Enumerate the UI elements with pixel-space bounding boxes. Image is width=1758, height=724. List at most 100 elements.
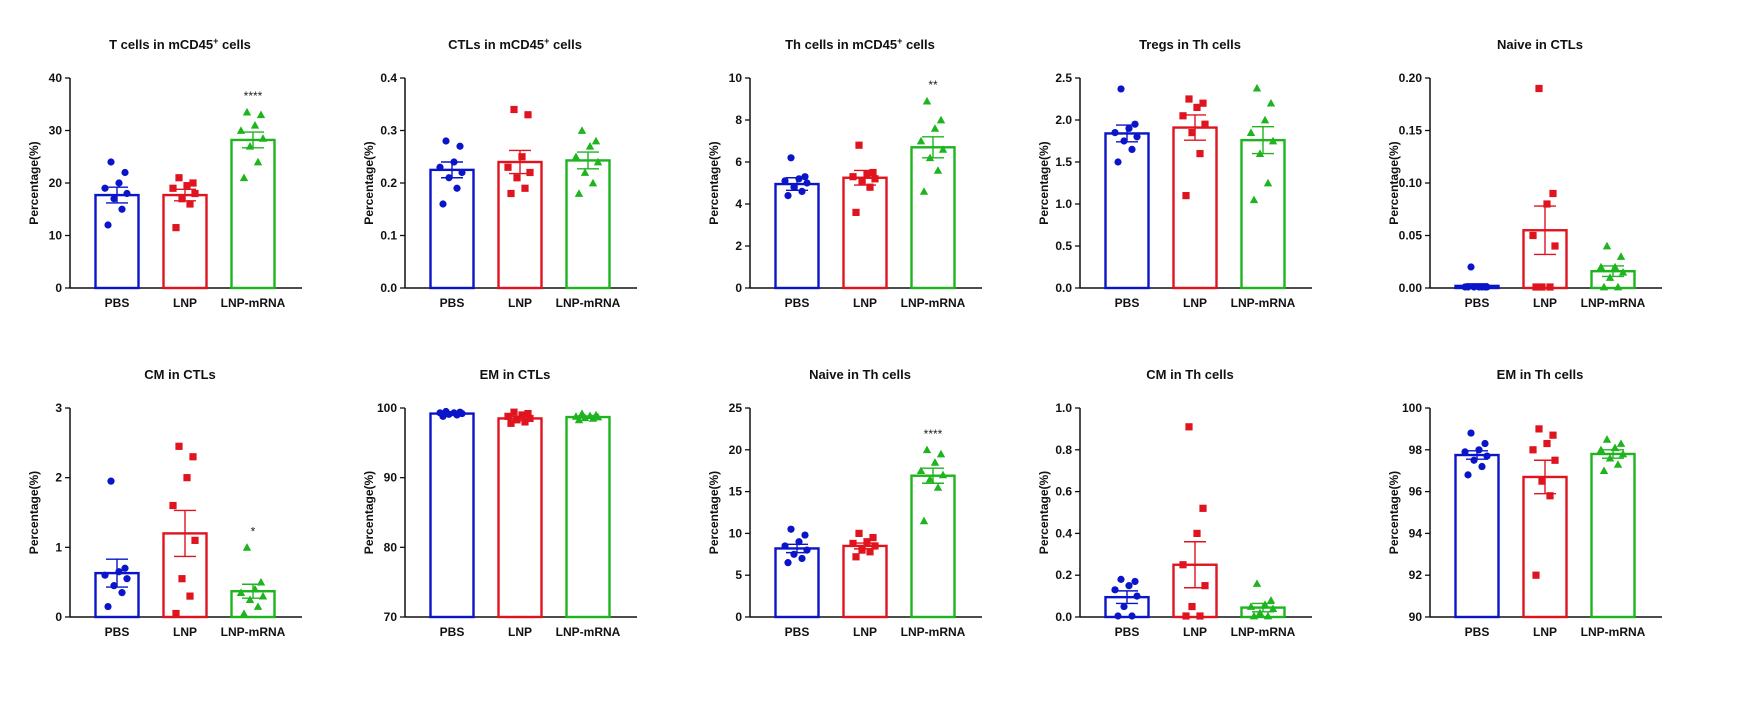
data-point (801, 531, 809, 539)
data-point (1596, 445, 1606, 454)
data-point (585, 411, 595, 420)
data-point (1596, 262, 1606, 271)
y-tick-label: 6 (735, 155, 742, 169)
data-point (1199, 99, 1207, 107)
y-tick-label: 0.0 (380, 281, 397, 295)
bar-pbs (94, 193, 140, 290)
x-category-label: LNP-mRNA (556, 625, 621, 639)
x-category-label: LNP-mRNA (221, 625, 286, 639)
data-point (781, 177, 789, 185)
data-point (456, 142, 464, 150)
data-point (236, 588, 246, 596)
data-point (242, 107, 252, 116)
y-tick-label: 0.2 (1055, 568, 1072, 582)
data-point (1185, 423, 1193, 431)
data-point (1532, 571, 1540, 579)
bar-lnp (842, 176, 888, 290)
data-point (1111, 129, 1119, 137)
data-point (1199, 504, 1207, 512)
y-tick-label: 1.0 (1055, 401, 1072, 415)
y-tick-label: 0.4 (380, 71, 397, 85)
y-tick-label: 0 (735, 610, 742, 624)
data-point (588, 178, 598, 187)
bar-pbs (774, 547, 820, 619)
data-point (526, 414, 534, 423)
y-axis-label: Percentage(%) (362, 471, 376, 554)
y-tick-label: 0.15 (1399, 124, 1423, 138)
y-tick-label: 0.4 (1055, 526, 1072, 540)
x-category-label: PBS (785, 625, 810, 639)
y-tick-label: 20 (729, 443, 743, 457)
data-point (1618, 449, 1628, 458)
data-point (110, 195, 118, 203)
bar-lnp (497, 417, 543, 619)
data-point (1252, 83, 1262, 92)
data-point (175, 442, 183, 450)
y-tick-label: 100 (377, 401, 397, 415)
data-point (1111, 586, 1119, 594)
data-point (1263, 611, 1273, 620)
data-point (450, 409, 458, 417)
data-point (1196, 612, 1204, 620)
x-category-label: LNP (853, 296, 877, 310)
data-point (1481, 439, 1489, 448)
y-tick-label: 94 (1409, 526, 1423, 540)
y-tick-label: 1.0 (1055, 197, 1072, 211)
data-point (104, 221, 112, 229)
bar-lnp (842, 544, 888, 619)
data-point (169, 501, 177, 510)
data-point (1179, 561, 1187, 569)
data-point (571, 412, 581, 420)
data-point (1131, 120, 1139, 128)
data-point (849, 173, 857, 181)
data-point (933, 483, 943, 491)
data-point (1117, 85, 1125, 93)
data-point (453, 184, 461, 192)
data-point (118, 589, 126, 597)
y-axis-label: Percentage(%) (1037, 471, 1051, 554)
data-point (436, 409, 444, 417)
data-point (256, 110, 266, 119)
data-point (580, 168, 590, 176)
data-point (1193, 529, 1201, 537)
y-tick-label: 0.1 (380, 229, 397, 243)
data-point (186, 592, 194, 600)
data-point (253, 602, 263, 610)
data-point (784, 192, 792, 200)
data-point (258, 591, 268, 600)
y-tick-label: 0.5 (1055, 239, 1072, 253)
data-point (925, 474, 935, 483)
data-point (869, 168, 877, 177)
y-tick-label: 1.5 (1055, 155, 1072, 169)
data-point (1249, 195, 1259, 204)
x-category-label: LNP-mRNA (1581, 625, 1646, 639)
data-point (1549, 431, 1557, 439)
data-point (189, 179, 197, 187)
data-point (1613, 460, 1623, 468)
data-point (1464, 471, 1472, 479)
chart-panel: T cells in mCD45+ cells 0 10 20 30 40 Percenta… (27, 36, 302, 310)
x-category-label: LNP (173, 296, 197, 310)
bar-lnp-mrna (1240, 138, 1286, 290)
data-point (191, 536, 199, 544)
y-tick-label: 0.20 (1399, 71, 1423, 85)
data-point (1551, 242, 1559, 250)
chart-title: T cells in mCD45+ cells (109, 36, 251, 52)
chart-title: Naive in Th cells (809, 367, 911, 382)
data-point (110, 582, 118, 590)
x-category-label: LNP (508, 296, 532, 310)
data-point (1529, 231, 1537, 240)
y-tick-label: 0.0 (1055, 610, 1072, 624)
data-point (258, 134, 268, 142)
bar-lnp (1522, 475, 1568, 619)
data-point (256, 577, 266, 586)
data-point (1467, 429, 1475, 437)
data-point (1610, 262, 1620, 271)
y-tick-label: 0.0 (1055, 281, 1072, 295)
y-axis-label: Percentage(%) (1387, 141, 1401, 224)
data-point (1179, 112, 1187, 120)
x-category-label: LNP-mRNA (1231, 625, 1296, 639)
data-point (1543, 200, 1551, 208)
